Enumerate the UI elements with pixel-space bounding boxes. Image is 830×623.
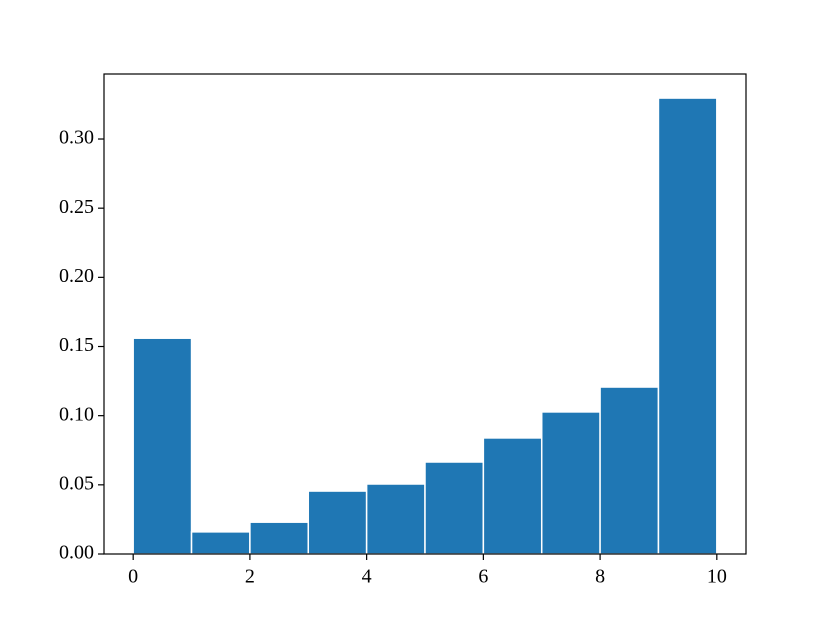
y-tick-label: 0.15 (59, 334, 94, 356)
y-tick-label: 0.30 (59, 127, 94, 149)
bar (599, 386, 660, 555)
x-tick-label: 6 (478, 566, 488, 588)
bar (482, 437, 543, 555)
bar (307, 490, 368, 555)
y-tick-label: 0.05 (59, 472, 94, 494)
y-tick-label: 0.10 (59, 403, 94, 425)
y-tick-label: 0.20 (59, 265, 94, 287)
bar (657, 97, 718, 555)
x-tick-label: 10 (707, 566, 727, 588)
bar (190, 531, 251, 555)
bar (249, 521, 310, 555)
x-tick-label: 2 (245, 566, 255, 588)
bar (540, 411, 601, 555)
plot-frame (103, 73, 747, 555)
bar (132, 337, 193, 555)
x-tick-label: 4 (362, 566, 372, 588)
x-tick-label: 8 (595, 566, 605, 588)
bar (365, 483, 426, 555)
y-tick-label: 0.00 (59, 542, 94, 564)
y-tick-label: 0.25 (59, 196, 94, 218)
bar (424, 461, 485, 555)
x-tick-label: 0 (128, 566, 138, 588)
